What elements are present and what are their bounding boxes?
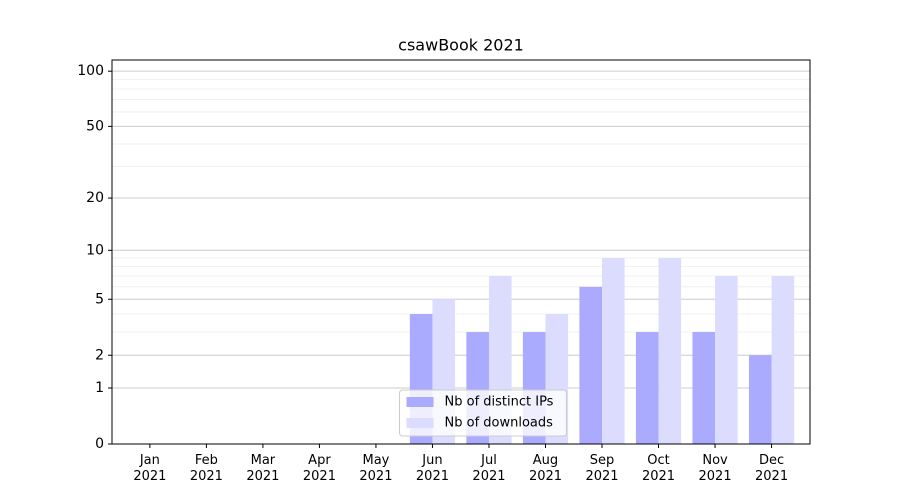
bar: [602, 257, 625, 444]
x-tick-label: Nov 2021: [698, 453, 732, 484]
bar: [658, 257, 682, 444]
x-tick-label: May 2021: [359, 453, 393, 484]
legend-box: [399, 389, 567, 437]
legend-swatch: [406, 418, 434, 428]
legend-swatch: [406, 397, 434, 407]
y-tick-label: 100: [77, 63, 104, 79]
legend-label: Nb of downloads: [445, 416, 554, 431]
bar: [579, 286, 603, 444]
x-tick-label: Jul 2021: [472, 453, 506, 484]
y-tick-label: 50: [86, 118, 104, 134]
bar: [715, 276, 738, 444]
y-tick-label: 10: [86, 242, 104, 258]
chart-title: csawBook 2021: [398, 36, 524, 55]
x-tick-label: Jun 2021: [415, 453, 449, 484]
x-tick-label: Feb 2021: [189, 453, 223, 484]
y-tick-label: 5: [95, 291, 104, 307]
y-tick-label: 1: [95, 380, 104, 396]
x-tick-label: Jan 2021: [133, 453, 167, 484]
legend-label: Nb of distinct IPs: [445, 395, 554, 410]
x-tick-label: Dec 2021: [755, 453, 789, 484]
bar: [748, 355, 772, 444]
y-tick-label: 0: [95, 436, 104, 452]
x-tick-label: Oct 2021: [641, 453, 676, 484]
x-tick-label: Sep 2021: [585, 453, 619, 484]
x-tick-label: Aug 2021: [528, 453, 563, 484]
bar: [771, 276, 795, 444]
x-tick-label: Apr 2021: [302, 453, 336, 484]
x-tick-label: Mar 2021: [246, 453, 280, 484]
y-tick-label: 20: [86, 190, 104, 206]
bar: [692, 332, 716, 444]
bar: [635, 332, 659, 444]
axes-frame: [111, 59, 811, 445]
y-tick-label: 2: [95, 347, 104, 363]
legend: Nb of distinct IPs Nb of downloads: [399, 389, 567, 437]
